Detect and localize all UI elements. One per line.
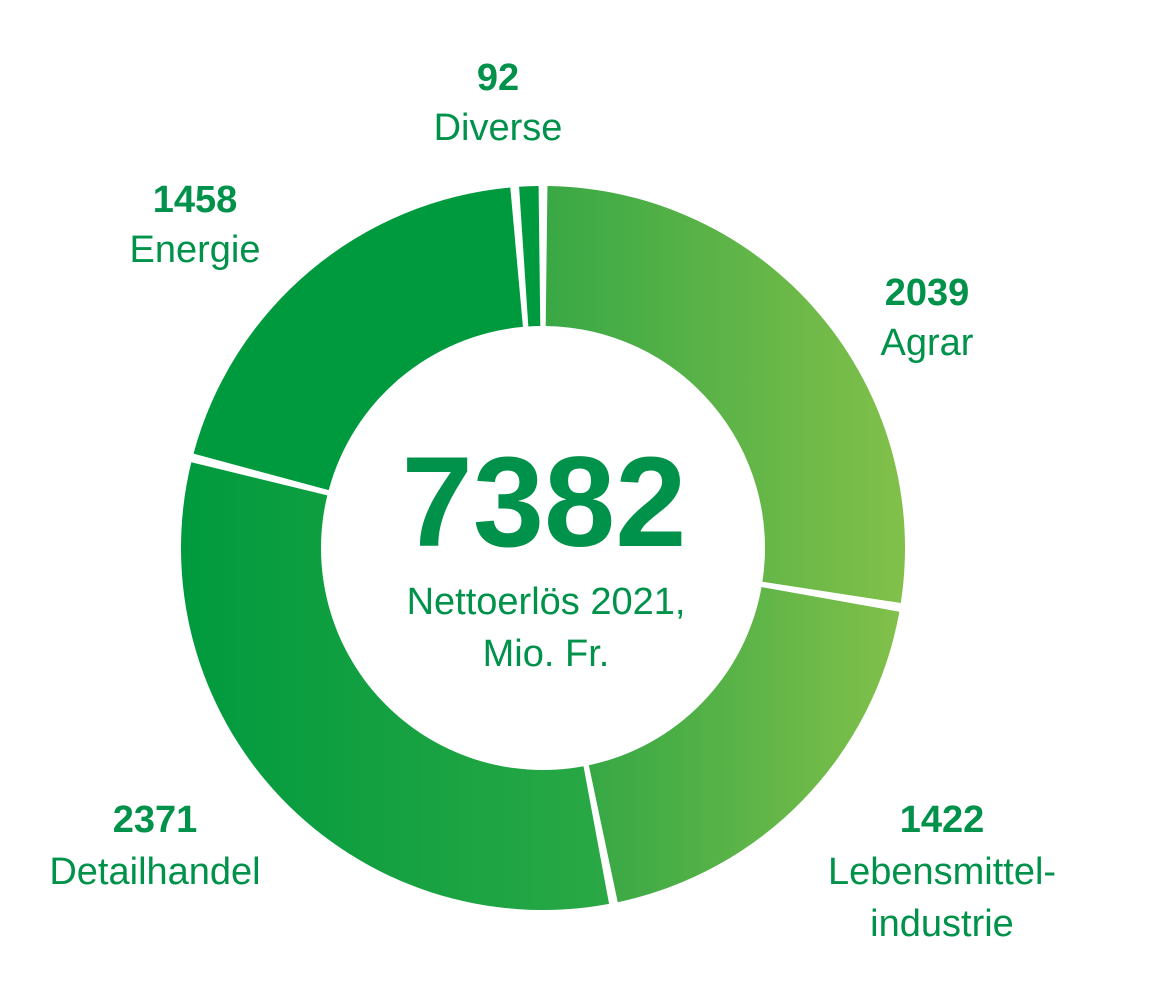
slice-label-energie: 1458 Energie [130, 179, 261, 271]
slice-name-lebensmittel-line-2: industrie [870, 903, 1014, 945]
donut-slices [180, 186, 906, 910]
total-caption-line-2: Mio. Fr. [483, 633, 610, 675]
slice-name-energie: Energie [130, 229, 261, 271]
slice-lebensmittel [588, 587, 900, 903]
slice-value-diverse: 92 [477, 57, 519, 99]
slice-name-lebensmittel: Lebensmittel- [828, 851, 1056, 893]
slice-agrar [545, 186, 906, 603]
slice-value-energie: 1458 [153, 179, 238, 221]
slice-label-diverse: 92 Diverse [434, 57, 563, 149]
total-value: 7382 [402, 431, 687, 574]
slice-value-lebensmittel: 1422 [900, 799, 985, 841]
slice-value-agrar: 2039 [885, 272, 970, 314]
slice-name-detailhandel: Detailhandel [49, 851, 260, 893]
slice-labels: 2039 Agrar 1422 Lebensmittel-industrie 2371 D… [49, 57, 1056, 945]
slice-name-diverse: Diverse [434, 107, 563, 149]
slice-energie [193, 187, 523, 491]
total-caption-line-1: Nettoerlös 2021, [407, 581, 686, 623]
slice-label-lebensmittel: 1422 Lebensmittel-industrie [828, 799, 1056, 945]
slice-name-agrar: Agrar [881, 322, 974, 364]
slice-diverse [519, 186, 541, 327]
slice-detailhandel [180, 462, 610, 910]
center-total: 7382 Nettoerlös 2021, Mio. Fr. [402, 431, 687, 675]
slice-label-agrar: 2039 Agrar [881, 272, 974, 364]
slice-value-detailhandel: 2371 [113, 799, 198, 841]
slice-label-detailhandel: 2371 Detailhandel [49, 799, 260, 893]
